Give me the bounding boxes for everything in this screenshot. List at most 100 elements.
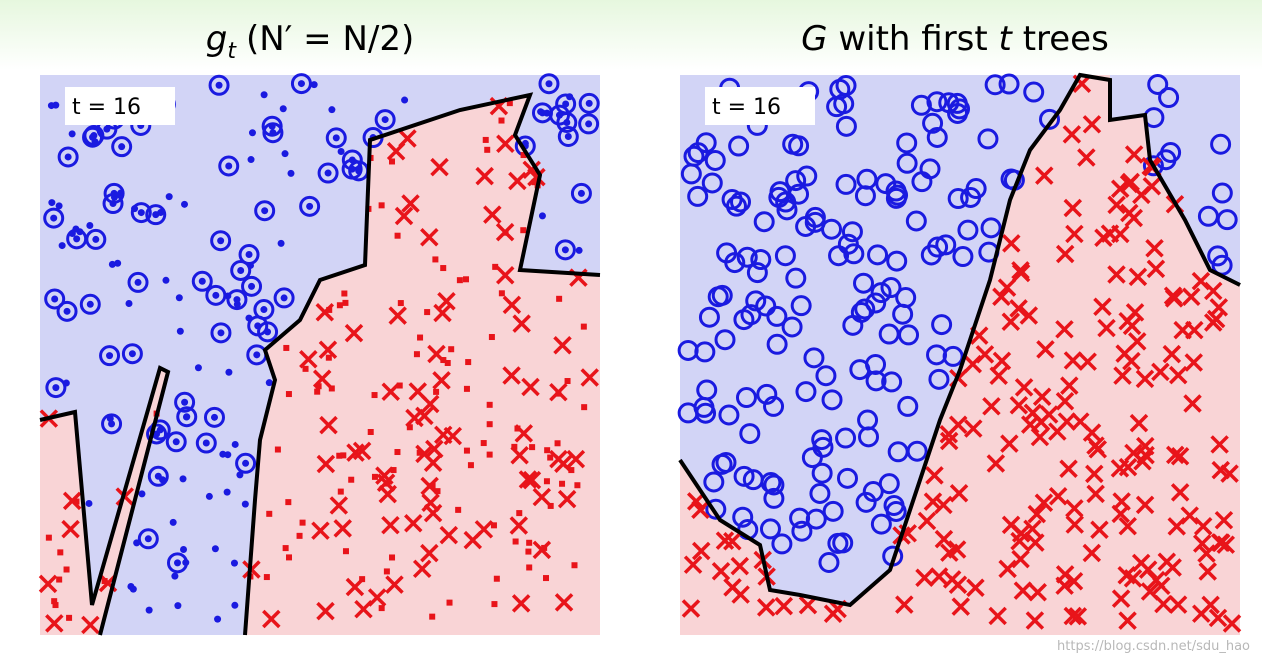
point xyxy=(172,438,180,446)
point xyxy=(480,440,487,447)
watermark: https://blog.csdn.net/sdu_hao xyxy=(1057,639,1250,654)
point xyxy=(248,282,256,290)
point xyxy=(261,207,269,215)
point xyxy=(964,419,983,438)
point xyxy=(61,519,80,539)
point xyxy=(538,212,546,220)
point xyxy=(1210,133,1232,155)
point xyxy=(529,444,536,451)
point xyxy=(152,211,160,219)
point xyxy=(245,251,253,259)
point xyxy=(52,602,59,609)
point xyxy=(1210,533,1230,552)
point xyxy=(1062,125,1082,144)
point xyxy=(822,500,844,522)
point xyxy=(938,92,960,114)
point xyxy=(329,496,349,515)
point xyxy=(966,578,985,598)
point xyxy=(341,290,348,297)
point xyxy=(416,449,423,456)
point xyxy=(895,595,914,614)
point xyxy=(522,470,542,490)
point xyxy=(1060,376,1079,395)
point xyxy=(242,459,250,467)
point xyxy=(942,345,964,367)
point xyxy=(348,476,355,483)
point xyxy=(498,117,505,124)
point xyxy=(433,303,452,323)
point xyxy=(235,452,257,474)
point xyxy=(951,597,971,616)
point xyxy=(736,246,758,268)
point xyxy=(566,449,586,469)
point xyxy=(446,599,453,606)
point xyxy=(992,287,1011,307)
point xyxy=(1164,289,1184,308)
point xyxy=(1162,344,1182,364)
point xyxy=(344,323,364,343)
point xyxy=(202,439,210,447)
point xyxy=(314,388,321,395)
point xyxy=(332,134,340,142)
point xyxy=(375,466,394,485)
point xyxy=(835,75,857,97)
point xyxy=(299,350,318,369)
point xyxy=(337,488,344,495)
point xyxy=(742,469,764,491)
point xyxy=(934,495,953,515)
point xyxy=(1013,581,1033,600)
point xyxy=(488,334,495,341)
point xyxy=(509,516,529,535)
point xyxy=(58,242,66,250)
point xyxy=(547,454,554,461)
point xyxy=(287,169,295,177)
point xyxy=(396,382,403,389)
point xyxy=(750,249,772,271)
point xyxy=(1198,562,1217,581)
point xyxy=(429,482,436,489)
point xyxy=(194,364,202,372)
boundary xyxy=(39,365,171,636)
point xyxy=(883,494,905,516)
point xyxy=(782,133,804,155)
point xyxy=(316,454,336,474)
point xyxy=(225,368,233,376)
point xyxy=(169,518,177,526)
point xyxy=(134,278,142,286)
point xyxy=(554,440,561,447)
point xyxy=(325,127,347,149)
point xyxy=(1129,413,1149,433)
point xyxy=(982,397,1001,416)
point xyxy=(1011,549,1030,569)
point xyxy=(555,93,577,115)
point xyxy=(698,306,720,328)
point xyxy=(553,336,572,355)
point xyxy=(1063,351,1083,370)
red-region xyxy=(680,75,1240,635)
point xyxy=(241,275,263,297)
point xyxy=(273,287,295,309)
point xyxy=(1180,506,1199,525)
point xyxy=(45,614,64,633)
point xyxy=(911,171,933,193)
point xyxy=(413,351,420,358)
point xyxy=(854,298,876,320)
point xyxy=(518,470,538,489)
point xyxy=(512,538,519,545)
point xyxy=(448,346,455,353)
point xyxy=(1128,267,1148,287)
point xyxy=(326,306,333,313)
point xyxy=(547,502,554,509)
point xyxy=(86,300,94,308)
point xyxy=(957,219,979,241)
point xyxy=(492,263,499,270)
point xyxy=(1117,566,1136,585)
point xyxy=(336,452,343,459)
point xyxy=(310,81,318,89)
point xyxy=(1216,535,1236,554)
point xyxy=(564,133,572,141)
point xyxy=(568,467,575,474)
point xyxy=(929,567,949,586)
point xyxy=(1110,179,1130,198)
